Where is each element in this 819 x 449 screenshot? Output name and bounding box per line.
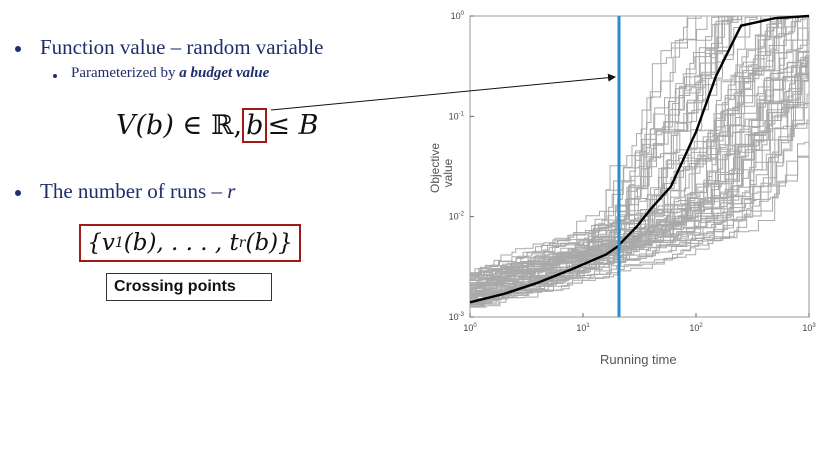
run-curve xyxy=(470,46,810,305)
run-curve xyxy=(470,15,809,277)
equation-value-budget: V(b) ∈ ℝ, b ≤ B xyxy=(116,108,319,143)
bullet-dot xyxy=(15,190,21,196)
eq2-mid: (b), . . . , t xyxy=(123,230,239,256)
eq2-sub1: 1 xyxy=(114,235,124,251)
eq1-lhs: V(b) ∈ xyxy=(116,110,212,141)
run-curves xyxy=(470,15,810,308)
y-tick-label: 100 xyxy=(451,11,465,21)
bullet-function-value: Function value – random variable xyxy=(40,35,324,59)
run-curve xyxy=(470,41,810,298)
run-curve xyxy=(470,61,810,307)
eq2-close: (b)} xyxy=(245,230,293,256)
y-axis-label: Objective value xyxy=(428,142,455,193)
sub-bullet-prefix: Parameterized by xyxy=(71,65,180,81)
x-axis-label: Running time xyxy=(600,352,677,367)
x-tick-label: 103 xyxy=(802,323,816,333)
crossing-points-label: Crossing points xyxy=(106,273,272,301)
x-tick-label: 101 xyxy=(576,323,590,333)
equation-run-set: {v 1 (b), . . . , t r (b)} xyxy=(79,224,301,262)
x-tick-label: 102 xyxy=(689,323,703,333)
axis-ticks: 100 101 102 103 10-3 10-2 10-1 100 xyxy=(449,11,817,333)
sub-bullet-parameterized: Parameterized by a budget value xyxy=(71,65,269,82)
budget-variable-box: b xyxy=(242,108,268,143)
run-curve xyxy=(470,121,810,276)
budget-arrow xyxy=(270,73,616,111)
run-curve xyxy=(470,97,810,298)
bullet-number-of-runs: The number of runs – r xyxy=(40,179,235,204)
b2-prefix: The number of runs – xyxy=(40,179,228,203)
y-tick-label: 10-1 xyxy=(449,111,465,121)
eq2-open: {v xyxy=(87,230,115,256)
sub-bullet-dot xyxy=(53,74,57,78)
run-curve xyxy=(470,15,809,284)
run-curve xyxy=(470,147,810,286)
run-curve xyxy=(470,42,810,278)
eq1-comma: , xyxy=(233,110,243,141)
eq2-sub2: r xyxy=(238,235,246,251)
run-curve xyxy=(470,15,809,289)
bullet-dot xyxy=(15,46,21,52)
x-tick-label: 100 xyxy=(463,323,477,333)
y-tick-label: 10-3 xyxy=(449,312,465,322)
y-tick-label: 10-2 xyxy=(449,212,465,222)
sub-bullet-emphasis: a budget value xyxy=(179,65,270,81)
mean-curve xyxy=(469,14,810,304)
run-curve xyxy=(470,15,809,277)
eq1-set: ℝ xyxy=(211,110,234,141)
run-curve xyxy=(470,27,810,274)
b2-var: r xyxy=(227,179,236,203)
eq1-rhs: ≤ B xyxy=(267,110,319,141)
